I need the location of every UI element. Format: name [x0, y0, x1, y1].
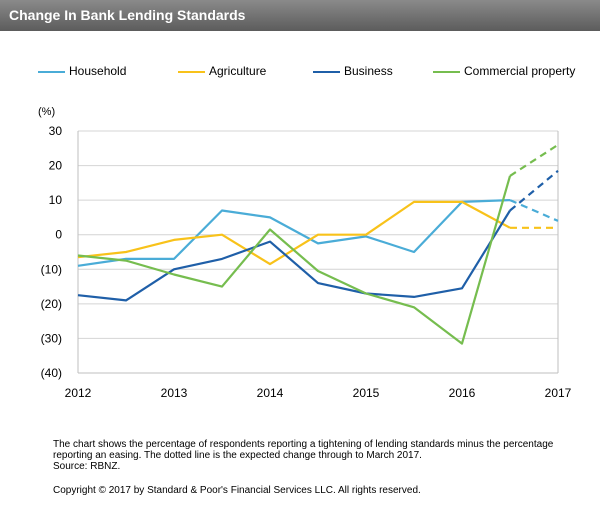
y-tick-label: (20) [41, 297, 62, 311]
series-line-commercial-property [77, 175, 512, 345]
x-tick-label: 2012 [65, 386, 92, 400]
series-line-agriculture [77, 200, 511, 266]
legend-swatch [433, 71, 460, 73]
legend-label: Household [69, 64, 127, 78]
legend-swatch [38, 71, 65, 73]
title-bar: Change In Bank Lending Standards [0, 0, 600, 31]
copyright-text: Copyright © 2017 by Standard & Poor's Fi… [53, 485, 421, 496]
legend-swatch [313, 71, 340, 73]
legend-label: Commercial property [464, 64, 576, 78]
y-tick-label: 30 [49, 124, 63, 138]
y-axis-unit-label: (%) [38, 106, 55, 118]
y-tick-label: 20 [49, 159, 63, 173]
x-tick-label: 2016 [449, 386, 476, 400]
series-line-household [77, 199, 511, 267]
x-tick-label: 2013 [161, 386, 188, 400]
y-tick-label: (40) [41, 366, 62, 380]
y-tick-label: (10) [41, 262, 62, 276]
legend-swatch [178, 71, 205, 73]
line-chart: 30 20 10 0 (10) (20) (30) (40) (%) 2012 2013 2014 20… [38, 106, 572, 400]
footnote-text: The chart shows the percentage of respon… [53, 439, 554, 461]
series-forecast-line-household [509, 199, 559, 222]
y-tick-label: (30) [41, 331, 62, 345]
chart-note: The chart shows the percentage of respon… [53, 439, 593, 472]
legend: Household Agriculture Business Commercia… [38, 64, 598, 80]
x-tick-label: 2014 [257, 386, 284, 400]
series-line-business [77, 209, 511, 302]
legend-label: Agriculture [209, 64, 267, 78]
chart-title: Change In Bank Lending Standards [9, 7, 246, 23]
x-tick-label: 2017 [545, 386, 572, 400]
series-forecast-line-commercial-property [509, 143, 559, 177]
source-text: Source: RBNZ. [53, 461, 121, 472]
legend-label: Business [344, 64, 393, 78]
series-forecast-line-business [509, 169, 559, 212]
x-tick-label: 2015 [353, 386, 380, 400]
y-tick-label: 0 [55, 228, 62, 242]
y-tick-label: 10 [49, 193, 63, 207]
